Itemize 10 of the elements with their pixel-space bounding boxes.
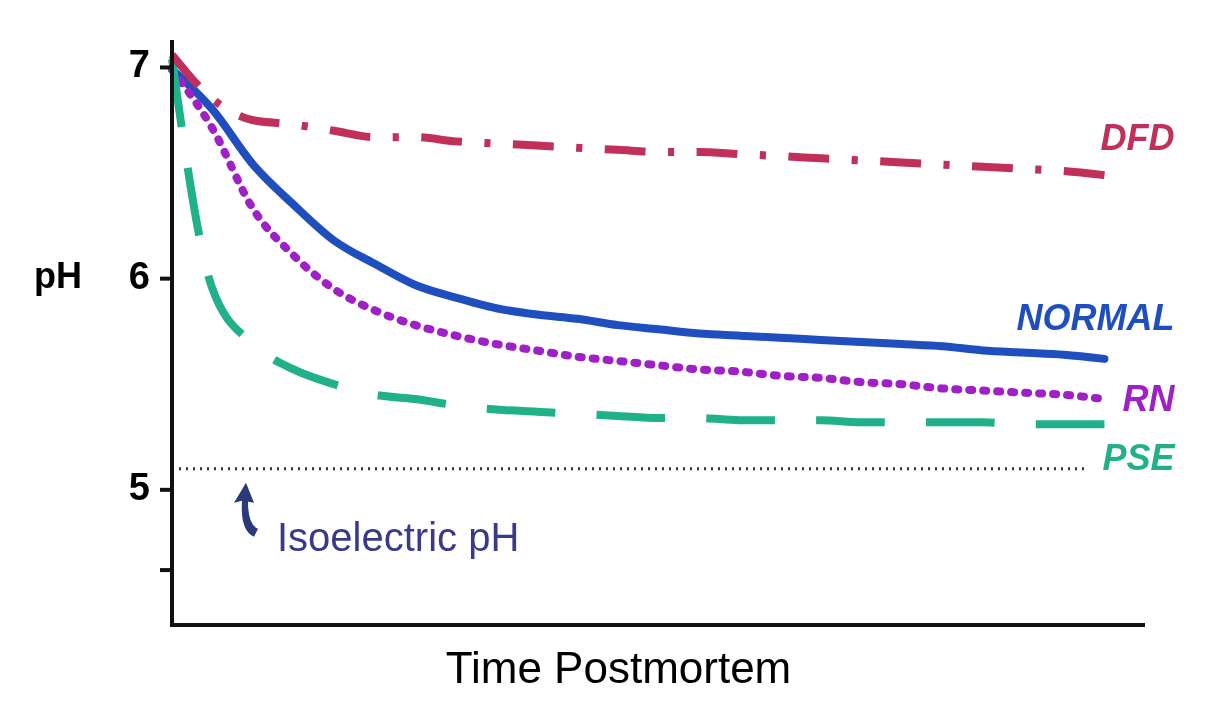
ref-line-label: Isoelectric pH — [277, 514, 520, 559]
series-label: PSE — [1102, 436, 1176, 478]
series-label: NORMAL — [1016, 297, 1175, 339]
y-tick-label: 5 — [128, 465, 150, 508]
y-axis-title: pH — [34, 255, 82, 297]
series-label: DFD — [1100, 116, 1175, 158]
series-label: RN — [1122, 377, 1176, 419]
y-tick-label: 7 — [128, 43, 150, 86]
y-tick-label: 6 — [128, 254, 150, 297]
x-axis-title: Time Postmortem — [445, 643, 792, 692]
